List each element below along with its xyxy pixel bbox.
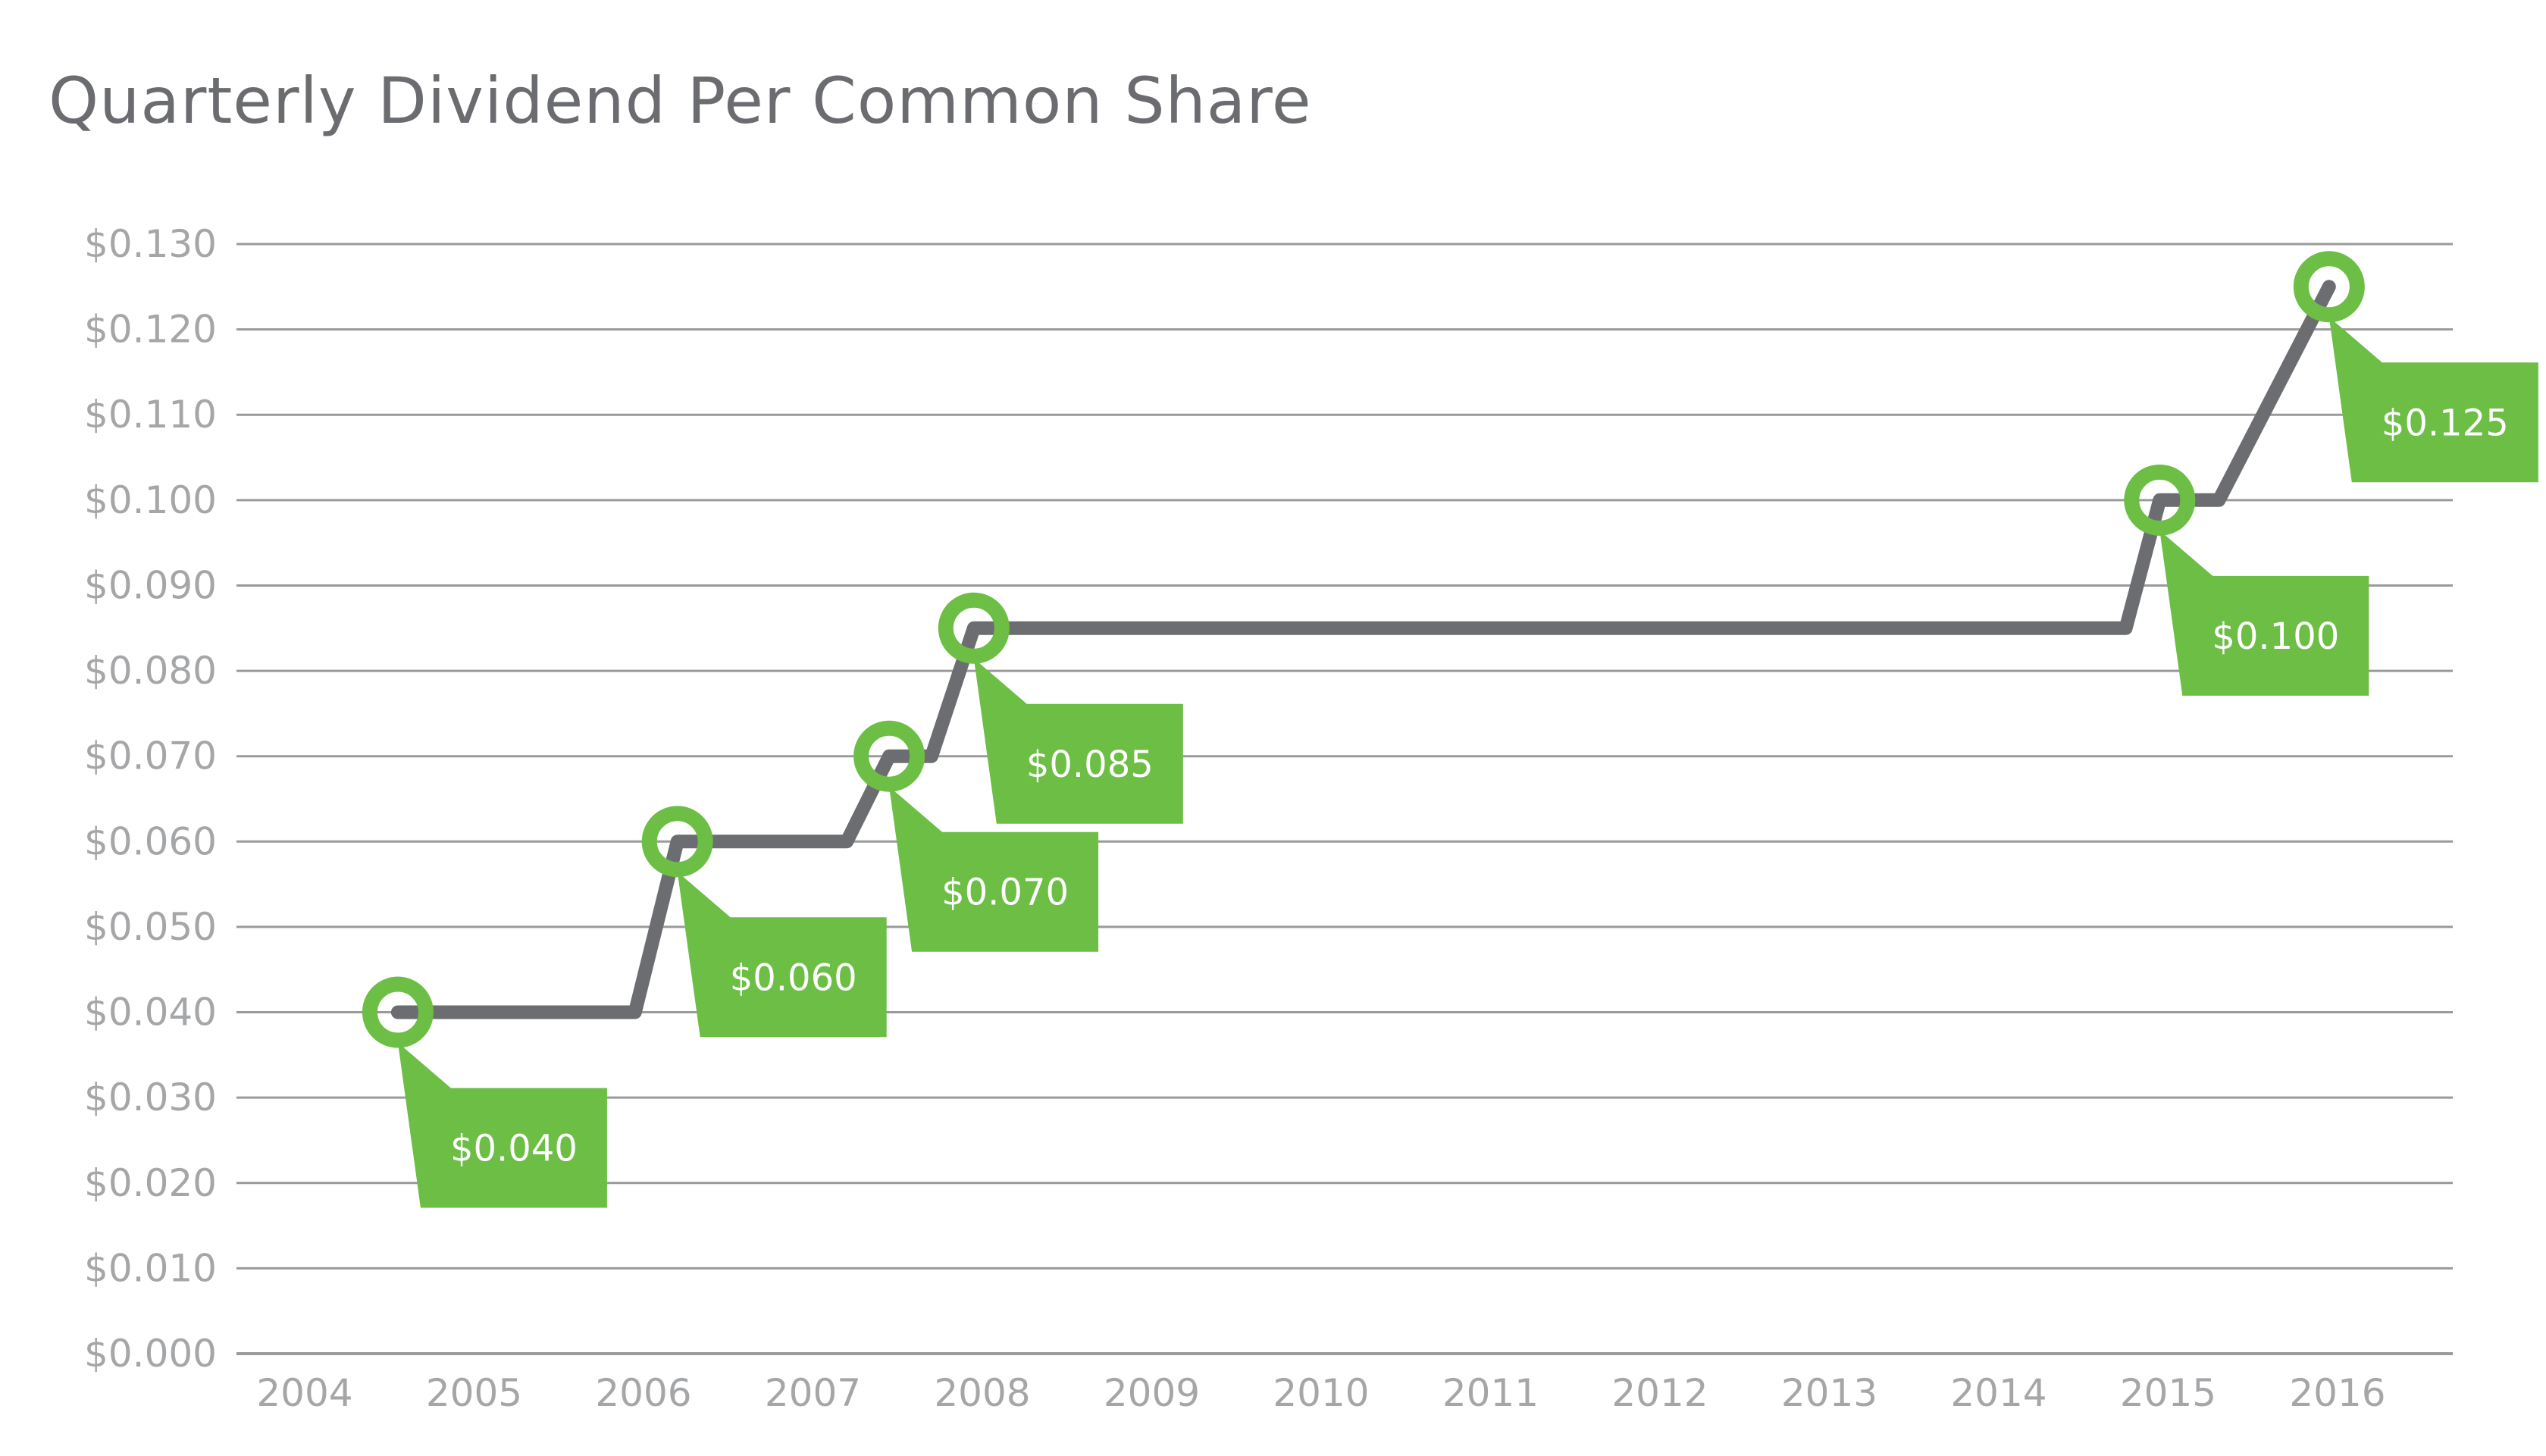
x-tick-label: 2014 [1950,1371,2047,1415]
value-callout-label: $0.070 [941,872,1069,914]
data-point-marker [641,806,713,878]
y-tick-label: $0.000 [84,1332,217,1376]
value-callout-label: $0.125 [2382,402,2509,444]
value-callout-label: $0.040 [450,1128,578,1170]
value-callout-label: $0.085 [1026,744,1154,786]
series-line [390,280,2336,1019]
x-tick-label: 2010 [1273,1371,1369,1415]
x-tick-label: 2006 [595,1371,691,1415]
value-callout-label: $0.060 [730,957,857,999]
y-tick-label: $0.090 [84,563,217,607]
data-point-marker [938,592,1010,664]
dividend-callouts: $0.040 $0.060 $0.070 $0.085 $0.100 $0.125 [362,251,2538,1208]
data-point-marker [853,720,925,792]
y-tick-label: $0.030 [84,1076,217,1119]
value-callout-box [2159,530,2369,696]
x-axis-tick-labels: 2004 2005 2006 2007 2008 2009 2010 2011 2012 2013… [256,1371,2385,1415]
dividend-series [390,280,2336,1019]
y-tick-label: $0.010 [84,1246,217,1290]
x-tick-label: 2013 [1781,1371,1877,1415]
x-tick-label: 2011 [1442,1371,1539,1415]
y-tick-label: $0.110 [84,393,217,437]
y-tick-label: $0.040 [84,991,217,1035]
y-tick-label: $0.120 [84,308,217,352]
y-tick-label: $0.080 [84,649,217,693]
x-tick-label: 2015 [2120,1371,2216,1415]
y-tick-label: $0.100 [84,478,217,522]
value-callout-box [973,658,1183,824]
value-callout-box [2328,317,2538,483]
y-tick-label: $0.130 [84,222,217,266]
data-point-marker [2124,464,2196,536]
value-callout-box [677,872,887,1038]
x-tick-label: 2009 [1104,1371,1200,1415]
x-tick-label: 2004 [256,1371,352,1415]
x-tick-label: 2012 [1611,1371,1708,1415]
x-tick-label: 2005 [426,1371,522,1415]
chart-title: Quarterly Dividend Per Common Share [49,64,1312,138]
x-tick-label: 2008 [934,1371,1030,1415]
value-callout-box [889,786,1099,952]
y-tick-label: $0.060 [84,819,217,863]
data-point-marker [362,976,434,1048]
x-tick-label: 2007 [765,1371,861,1415]
value-callout-box [397,1042,607,1208]
value-callout-label: $0.100 [2212,615,2339,658]
y-tick-label: $0.070 [84,734,217,778]
y-tick-label: $0.020 [84,1161,217,1205]
y-axis-tick-labels: $0.000 $0.010 $0.020 $0.030 $0.040 $0.050 $0.0… [84,222,217,1376]
data-point-marker [2293,251,2365,323]
x-tick-label: 2016 [2289,1371,2385,1415]
y-tick-label: $0.050 [84,905,217,949]
